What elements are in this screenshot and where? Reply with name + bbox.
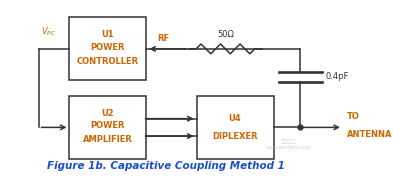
Text: POWER: POWER [91, 121, 125, 130]
Text: DIPLEXER: DIPLEXER [212, 132, 258, 141]
Text: 0.4pF: 0.4pF [325, 72, 349, 81]
Text: Figure 1b. Capacitive Coupling Method 1: Figure 1b. Capacitive Coupling Method 1 [47, 161, 285, 171]
Text: U2: U2 [102, 109, 114, 118]
Bar [196, 96, 274, 159]
Text: ANTENNA: ANTENNA [347, 130, 392, 139]
Text: $V_{PC}$: $V_{PC}$ [40, 25, 56, 38]
Text: U4: U4 [229, 114, 241, 123]
Text: POWER: POWER [91, 43, 125, 52]
Text: CONTROLLER: CONTROLLER [77, 57, 139, 66]
Bar [70, 96, 147, 159]
Text: TO: TO [347, 112, 360, 121]
Text: RF: RF [158, 34, 170, 43]
Text: U1: U1 [102, 30, 114, 39]
Text: 电子发烧友
www.elecfans.com: 电子发烧友 www.elecfans.com [266, 139, 312, 150]
Text: 50Ω: 50Ω [217, 30, 234, 39]
Text: AMPLIFIER: AMPLIFIER [83, 135, 133, 144]
Bar [70, 17, 147, 80]
